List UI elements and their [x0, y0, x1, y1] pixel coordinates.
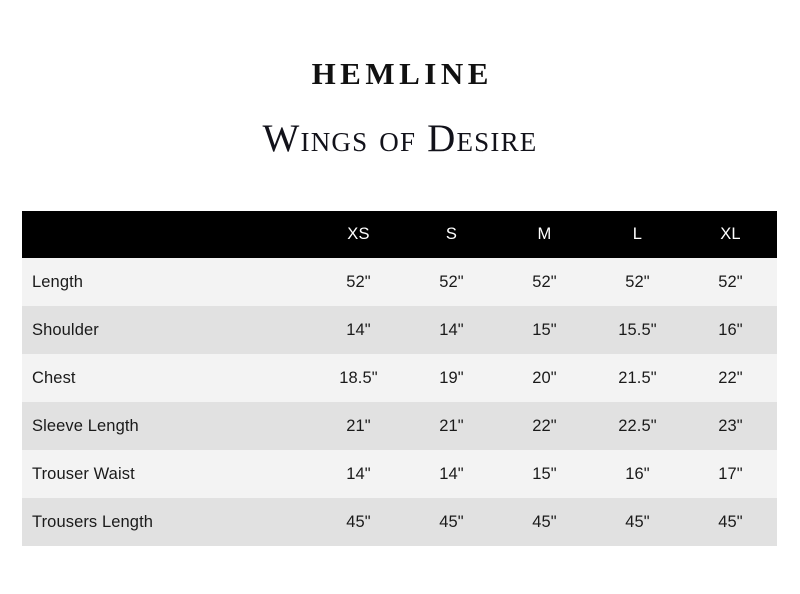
table-row: Trouser Waist 14" 14" 15" 16" 17" [22, 450, 777, 498]
cell-sleeve-length-xl: 23" [718, 416, 743, 435]
cell-length-m: 52" [532, 272, 557, 291]
header-size-l: L [632, 225, 643, 243]
cell-shoulder-l: 15.5" [618, 320, 657, 339]
row-label-trousers-length: Trousers Length [32, 512, 154, 531]
cell-trousers-length-m: 45" [532, 512, 557, 531]
table-row: Sleeve Length 21" 21" 22" 22.5" 23" [22, 402, 777, 450]
collection-title: Wings of Desire [262, 117, 538, 160]
size-chart-table: XS S M L XL Length 52" 52" 52" 52" 52" S… [22, 211, 777, 546]
row-label-chest: Chest [32, 368, 76, 387]
cell-sleeve-length-s: 21" [439, 416, 464, 435]
row-label-length: Length [32, 272, 84, 291]
cell-trousers-length-xl: 45" [718, 512, 743, 531]
cell-length-xl: 52" [718, 272, 743, 291]
cell-trouser-waist-l: 16" [625, 464, 650, 483]
cell-shoulder-m: 15" [532, 320, 557, 339]
table-row: Trousers Length 45" 45" 45" 45" 45" [22, 498, 777, 546]
header-size-m: M [537, 225, 552, 243]
cell-length-l: 52" [625, 272, 650, 291]
cell-shoulder-s: 14" [439, 320, 464, 339]
table-body: Length 52" 52" 52" 52" 52" Shoulder 14" … [22, 258, 777, 546]
header-size-xl: XL [720, 225, 741, 243]
brand-name: HEMLINE [311, 56, 493, 91]
cell-shoulder-xl: 16" [718, 320, 743, 339]
table-row: Chest 18.5" 19" 20" 21.5" 22" [22, 354, 777, 402]
header-size-s: S [445, 225, 458, 243]
cell-trouser-waist-m: 15" [532, 464, 557, 483]
cell-trousers-length-l: 45" [625, 512, 650, 531]
brand-header: HEMLINE Wings of Desire [0, 0, 800, 158]
cell-trouser-waist-s: 14" [439, 464, 464, 483]
cell-shoulder-xs: 14" [346, 320, 371, 339]
table-row: Shoulder 14" 14" 15" 15.5" 16" [22, 306, 777, 354]
cell-chest-xs: 18.5" [339, 368, 378, 387]
cell-sleeve-length-m: 22" [532, 416, 557, 435]
cell-sleeve-length-xs: 21" [346, 416, 371, 435]
cell-chest-xl: 22" [718, 368, 743, 387]
cell-length-xs: 52" [346, 272, 371, 291]
table-header-row: XS S M L XL [22, 211, 777, 258]
cell-sleeve-length-l: 22.5" [618, 416, 657, 435]
row-label-shoulder: Shoulder [32, 320, 99, 339]
cell-trouser-waist-xl: 17" [718, 464, 743, 483]
cell-chest-m: 20" [532, 368, 557, 387]
table-header: XS S M L XL [22, 211, 777, 258]
size-chart-container: XS S M L XL Length 52" 52" 52" 52" 52" S… [22, 211, 777, 546]
table-row: Length 52" 52" 52" 52" 52" [22, 258, 777, 306]
cell-chest-l: 21.5" [618, 368, 657, 387]
header-measurement-column [22, 211, 312, 258]
cell-trousers-length-s: 45" [439, 512, 464, 531]
cell-chest-s: 19" [439, 368, 464, 387]
cell-trouser-waist-xs: 14" [346, 464, 371, 483]
row-label-sleeve-length: Sleeve Length [32, 416, 139, 435]
cell-trousers-length-xs: 45" [346, 512, 371, 531]
header-size-xs: XS [347, 225, 370, 243]
row-label-trouser-waist: Trouser Waist [32, 464, 135, 483]
cell-length-s: 52" [439, 272, 464, 291]
